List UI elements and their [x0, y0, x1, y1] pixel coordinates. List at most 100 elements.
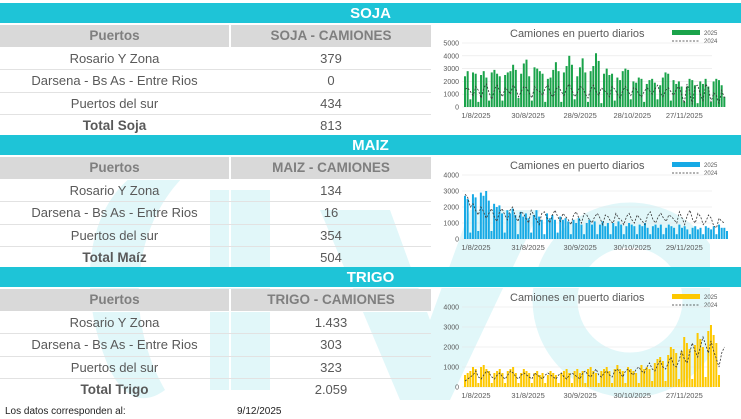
bar: [578, 373, 581, 387]
bar: [464, 375, 467, 387]
bar: [551, 215, 554, 239]
bar: [498, 369, 501, 387]
bar: [519, 211, 522, 239]
bar: [570, 64, 573, 107]
bar: [661, 361, 664, 387]
bar: [672, 80, 675, 107]
bar: [488, 100, 491, 107]
bar: [662, 234, 665, 239]
bar: [621, 371, 624, 387]
section-title: TRIGO: [0, 267, 741, 288]
bar: [717, 375, 720, 387]
bar: [512, 367, 515, 387]
bar: [591, 224, 594, 239]
bar: [651, 78, 654, 107]
bar: [557, 383, 560, 387]
bar: [726, 231, 728, 239]
chart-title: Camiones en puerto diarios: [510, 292, 645, 304]
bar: [597, 383, 600, 387]
bar: [659, 224, 662, 239]
bar: [629, 369, 632, 387]
bar: [712, 81, 715, 107]
y-tick-label: 3000: [443, 189, 459, 196]
bar: [569, 234, 572, 239]
bar: [701, 347, 704, 387]
chart-title: Camiones en puerto diarios: [510, 28, 645, 40]
bar: [593, 221, 596, 239]
bar: [595, 53, 598, 107]
bar: [723, 96, 726, 107]
bar: [709, 325, 712, 387]
bar: [538, 375, 541, 387]
row-label: Puertos del sur: [0, 92, 231, 114]
bar: [504, 75, 507, 107]
bar: [504, 383, 507, 387]
bar: [715, 234, 718, 239]
bar: [535, 210, 538, 239]
row-label: Darsena - Bs As - Entre Rios: [0, 334, 231, 356]
bar: [633, 226, 636, 239]
x-tick-label: 27/11/2025: [666, 391, 703, 400]
bar: [696, 229, 699, 239]
table-row: Puertos del sur 434: [0, 92, 431, 115]
bar: [549, 371, 552, 387]
bar: [600, 103, 603, 107]
header-camiones: MAIZ - CAMIONES: [272, 160, 390, 175]
bar: [648, 80, 651, 107]
bar: [589, 71, 592, 107]
table-row-total: Total Trigo 2.059: [0, 379, 431, 402]
bar: [659, 85, 662, 107]
row-value: 354: [320, 227, 342, 243]
bar: [645, 83, 648, 107]
bar: [696, 333, 699, 387]
bar: [704, 78, 707, 107]
row-label: Rosario Y Zona: [0, 47, 231, 69]
bar: [541, 73, 544, 107]
bar: [546, 213, 549, 239]
bar: [560, 373, 563, 387]
y-tick-label: 4000: [443, 53, 459, 60]
legend-label-2025: 2025: [704, 163, 718, 169]
row-label: Darsena - Bs As - Entre Rios: [0, 70, 231, 92]
bar: [637, 77, 640, 107]
bar: [544, 101, 547, 107]
bar: [496, 73, 499, 107]
bar: [685, 343, 688, 387]
bar: [648, 369, 651, 387]
bar: [592, 66, 595, 107]
bar: [536, 68, 539, 107]
bar: [704, 226, 707, 239]
y-tick-label: 3000: [443, 66, 459, 73]
bar: [509, 71, 512, 107]
footer-label: Los datos corresponden al:: [5, 406, 126, 417]
x-tick-label: 30/10/2025: [613, 391, 651, 400]
row-value: 504: [320, 250, 342, 265]
y-tick-label: 2000: [443, 345, 459, 352]
bar: [707, 86, 710, 107]
chart-title: Camiones en puerto diarios: [510, 160, 645, 172]
bar: [517, 98, 520, 107]
bar: [477, 231, 480, 239]
footer-date: 9/12/2025: [237, 406, 282, 417]
bar: [627, 69, 630, 107]
table-row: Rosario Y Zona 134: [0, 179, 431, 202]
bar: [613, 369, 616, 387]
bar: [565, 66, 568, 107]
bar: [638, 224, 641, 239]
y-tick-label: 4000: [443, 305, 459, 312]
trigo-table: Puertos TRIGO - CAMIONES Rosario Y Zona …: [0, 289, 431, 402]
bar: [540, 219, 543, 239]
bar: [477, 101, 480, 107]
bar: [560, 101, 563, 107]
bar: [720, 85, 723, 107]
bar: [583, 234, 586, 239]
bar: [712, 226, 715, 239]
y-tick-label: 4000: [443, 173, 459, 180]
bar: [597, 60, 600, 107]
bar: [624, 383, 627, 387]
bar: [603, 369, 606, 387]
bar: [600, 371, 603, 387]
bar: [635, 82, 638, 107]
bar: [487, 200, 490, 239]
x-tick-label: 30/9/2025: [563, 391, 596, 400]
